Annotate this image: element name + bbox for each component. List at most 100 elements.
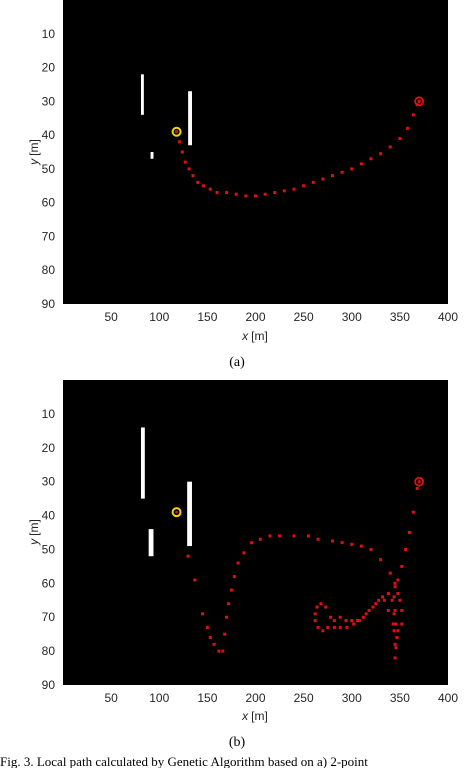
path-point-b-25 [359, 544, 363, 548]
x-tick-label-b-150: 150 [197, 691, 217, 705]
y-tick-label-a-70: 70 [42, 229, 56, 243]
y-tick-label-a-40: 40 [42, 128, 56, 142]
axis-ticks-a: 50 100 150 200 250 300 350 400 10 20 30 40 50 60 70 80 9… [42, 27, 459, 324]
panel-label-a: (a) [229, 355, 245, 370]
path-point-b-30 [396, 592, 400, 595]
path-point-b-33 [400, 622, 404, 626]
path-point-b-80 [411, 510, 415, 514]
path-point-b-40 [364, 612, 368, 616]
path-point-b-70 [393, 656, 397, 660]
path-point-a-25 [369, 157, 373, 161]
path-point-b-13 [236, 561, 240, 565]
path-point-b-76 [396, 578, 400, 582]
path-point-b-57 [344, 619, 348, 623]
path-point-b-15 [250, 541, 254, 545]
x-tick-label-a-50: 50 [104, 310, 118, 324]
y-var-b: y [27, 538, 41, 546]
path-point-b-67 [394, 622, 398, 626]
start-marker-b [171, 507, 182, 518]
axis-ticks-b: 50 100 150 200 250 300 350 400 10 20 30 40 50 60 70 80 9… [42, 407, 459, 705]
path-point-b-26 [369, 547, 373, 551]
x-tick-label-a-200: 200 [245, 310, 265, 324]
path-point-b-20 [306, 534, 310, 538]
y-axis-label-a: y [m] [27, 139, 41, 166]
path-point-b-55 [332, 619, 336, 623]
panel-b: 50 100 150 200 250 300 350 400 10 20 30 40 50 60 70 80 9… [27, 380, 458, 750]
path-point-b-59 [356, 619, 360, 623]
path-point-a-27 [388, 145, 392, 149]
obstacle-a-1 [150, 152, 154, 159]
path-point-b-50 [313, 612, 317, 616]
start-marker-a [171, 126, 182, 137]
y-tick-label-a-80: 80 [42, 263, 56, 277]
y-tick-label-a-50: 50 [42, 162, 56, 176]
goal-marker-a [414, 96, 425, 107]
path-point-b-81 [415, 486, 419, 490]
path-point-a-13 [254, 194, 257, 198]
y-unit-a: [m] [27, 139, 41, 156]
path-point-a-29 [406, 126, 410, 130]
path-point-b-42 [352, 622, 356, 626]
path-point-b-74 [392, 595, 396, 599]
path-point-a-12 [244, 194, 248, 198]
path-point-b-14 [242, 551, 246, 555]
path-point-a-23 [350, 167, 354, 171]
path-point-b-4 [208, 636, 212, 640]
path-points-a [171, 96, 425, 198]
y-tick-label-b-80: 80 [42, 644, 56, 658]
x-tick-label-b-200: 200 [245, 691, 265, 705]
path-point-b-39 [371, 605, 375, 609]
path-point-a-3 [183, 160, 187, 164]
plot-background-a [63, 0, 448, 304]
path-point-b-72 [392, 629, 396, 633]
path-point-b-47 [324, 605, 328, 609]
path-point-b-9 [225, 615, 229, 619]
x-axis-label-b: x [m] [241, 709, 268, 723]
path-point-a-28 [398, 136, 402, 140]
x-var-a: x [241, 329, 249, 343]
path-point-b-7 [221, 649, 225, 653]
path-point-b-3 [205, 625, 209, 629]
goal-marker-b [414, 476, 425, 487]
path-point-a-5 [191, 174, 195, 178]
path-point-b-54 [326, 625, 330, 629]
y-tick-label-b-50: 50 [42, 542, 56, 556]
path-point-b-69 [394, 646, 398, 650]
path-point-b-36 [386, 608, 390, 612]
path-point-a-4 [187, 167, 191, 171]
path-point-b-46 [329, 615, 333, 619]
obstacle-a-2 [188, 91, 192, 146]
path-point-a-26 [379, 152, 383, 156]
path-point-b-68 [395, 636, 399, 640]
path-point-b-64 [386, 592, 390, 595]
path-point-a-16 [282, 189, 286, 193]
y-tick-label-a-90: 90 [42, 297, 56, 311]
goal-marker-dot-a [417, 99, 421, 103]
y-tick-label-b-20: 20 [42, 441, 56, 455]
y-tick-label-b-60: 60 [42, 576, 56, 590]
x-var-b: x [241, 709, 249, 723]
path-point-b-66 [393, 608, 397, 612]
goal-marker-dot-b [417, 480, 421, 484]
path-point-b-6 [217, 649, 221, 653]
figure-caption: Fig. 3. Local path calculated by Genetic… [0, 754, 368, 768]
path-point-a-9 [215, 191, 219, 195]
x-tick-label-a-250: 250 [294, 310, 314, 324]
x-tick-label-b-350: 350 [390, 691, 410, 705]
path-point-a-19 [311, 180, 315, 184]
obstacle-b-1 [148, 529, 154, 557]
y-tick-label-b-40: 40 [42, 509, 56, 523]
path-point-b-56 [338, 615, 342, 619]
path-point-a-18 [302, 184, 306, 188]
path-point-b-29 [393, 581, 397, 585]
y-axis-label-b: y [m] [27, 519, 41, 546]
path-point-b-44 [338, 625, 342, 629]
path-point-b-65 [390, 598, 394, 602]
obstacles-a [140, 74, 192, 159]
path-point-b-43 [345, 625, 349, 629]
path-point-b-78 [404, 547, 408, 551]
path-point-b-10 [227, 602, 231, 606]
y-tick-label-a-20: 20 [42, 61, 56, 75]
x-tick-label-b-300: 300 [342, 691, 362, 705]
